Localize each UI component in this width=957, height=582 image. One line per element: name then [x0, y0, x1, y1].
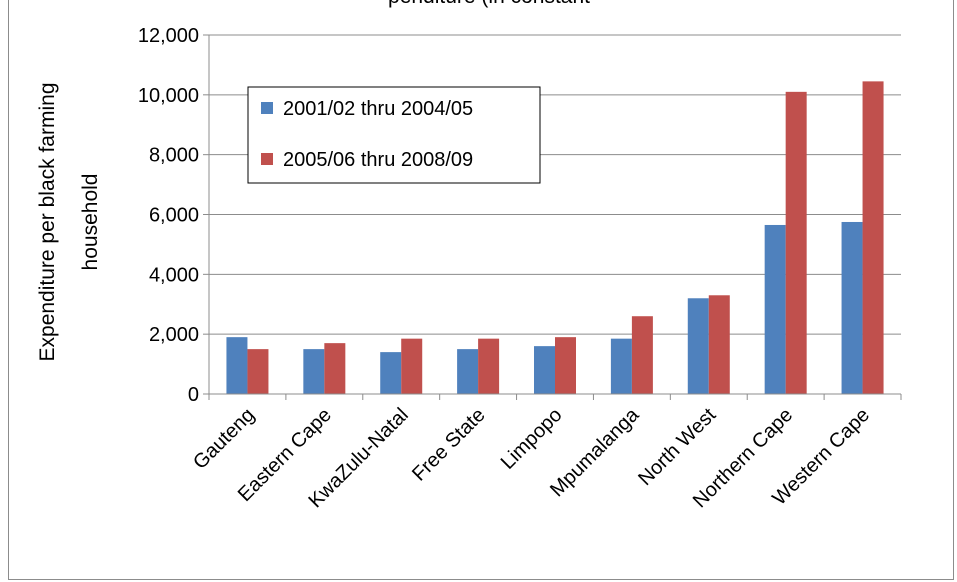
y-axis-title-line-2: household [79, 174, 102, 271]
legend-swatch-series-2 [261, 153, 273, 165]
bar-1-free-state [457, 349, 479, 394]
bar-2-gauteng [247, 349, 269, 394]
bar-2-northern-cape [785, 91, 807, 394]
y-axis-title-line-1: Expenditure per black farming [36, 83, 59, 362]
bars [226, 81, 884, 394]
bar-1-eastern-cape [303, 349, 325, 394]
bar-2-north-west [708, 295, 730, 394]
y-tick-label: 10,000 [138, 85, 199, 107]
bar-1-kwazulu-natal [380, 352, 402, 394]
x-tick-label: Free State [408, 404, 490, 486]
bar-1-limpopo [534, 346, 555, 394]
bar-1-northern-cape [764, 224, 786, 394]
chart-title-fragment: penditure (in constant [388, 0, 590, 8]
bar-2-mpumalanga [631, 316, 653, 394]
x-tick-label: Gauteng [189, 404, 259, 474]
y-tick-label: 8,000 [149, 145, 199, 167]
y-tick-label: 2,000 [149, 324, 199, 346]
y-tick-label: 12,000 [138, 25, 199, 47]
bar-2-kwazulu-natal [401, 338, 423, 394]
bar-1-gauteng [226, 337, 248, 394]
legend-label-series-2: 2005/06 thru 2008/09 [283, 149, 473, 171]
bar-1-western-cape [841, 221, 863, 394]
bar-2-free-state [478, 338, 500, 394]
x-tick-label: Limpopo [497, 404, 567, 474]
chart-frame: penditure (in constant 0 2,000 4,000 6,000 8… [8, 0, 954, 580]
legend-box [247, 86, 541, 184]
legend-label-series-1: 2001/02 thru 2004/05 [283, 98, 473, 120]
bar-2-western-cape [862, 81, 884, 394]
y-axis-title: Expenditure per black farming household [36, 83, 102, 362]
bar-1-north-west [687, 298, 709, 394]
y-tick-labels: 0 2,000 4,000 6,000 8,000 10,000 12,000 [138, 25, 199, 406]
axes [203, 34, 902, 400]
bar-chart: penditure (in constant 0 2,000 4,000 6,000 8… [36, 0, 902, 512]
y-tick-label: 6,000 [149, 205, 199, 227]
legend: 2001/02 thru 2004/05 2005/06 thru 2008/0… [247, 86, 541, 184]
y-tick-label: 4,000 [149, 264, 199, 286]
bar-1-mpumalanga [610, 338, 632, 394]
legend-swatch-series-1 [261, 102, 273, 114]
bar-2-limpopo [555, 337, 576, 394]
bar-2-eastern-cape [324, 343, 346, 394]
y-tick-label: 0 [188, 384, 199, 406]
